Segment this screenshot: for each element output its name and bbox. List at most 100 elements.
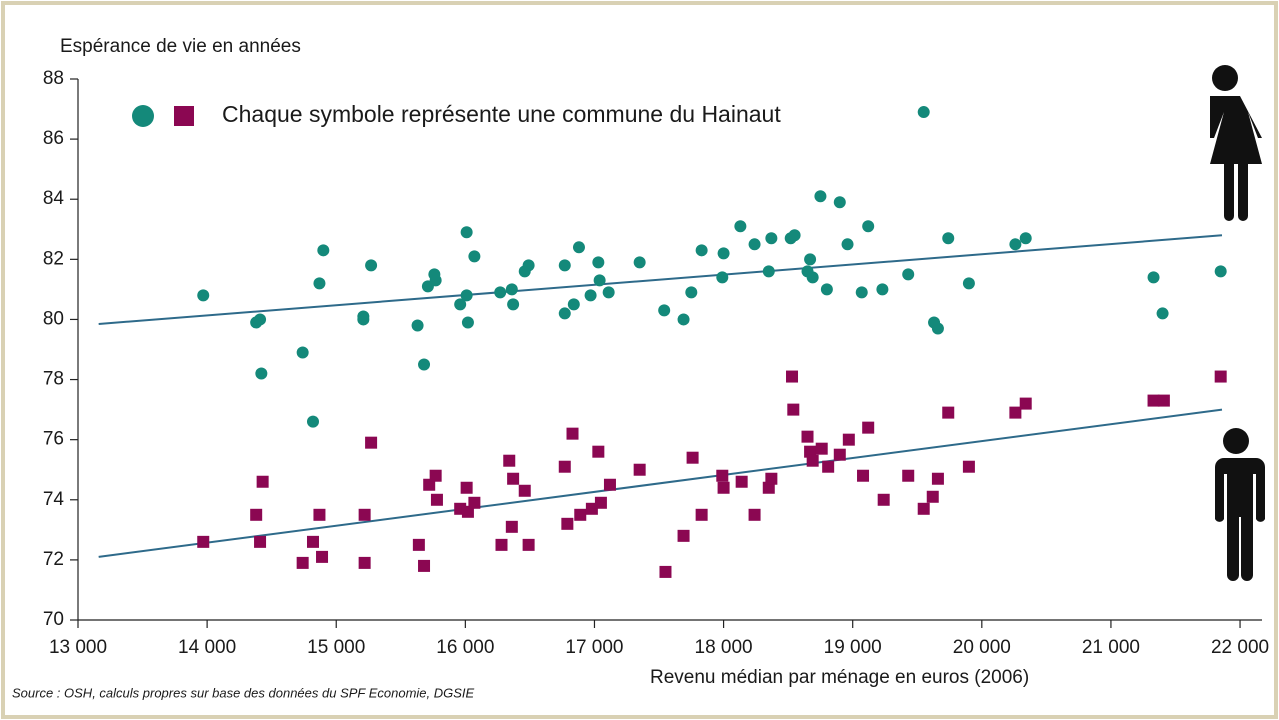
point <box>522 259 535 272</box>
point <box>748 508 761 521</box>
y-tick-label: 82 <box>43 248 64 269</box>
point <box>942 406 955 419</box>
point <box>1009 238 1022 251</box>
point <box>862 220 875 233</box>
point <box>558 259 571 272</box>
point <box>593 274 606 287</box>
point <box>602 286 615 299</box>
x-tick-label: 15 000 <box>307 637 365 658</box>
y-tick-label: 86 <box>43 128 64 149</box>
point <box>902 469 915 482</box>
x-tick-label: 20 000 <box>953 637 1011 658</box>
point <box>815 442 828 455</box>
point <box>716 469 729 482</box>
point <box>765 232 778 245</box>
point <box>748 238 761 251</box>
point <box>1214 370 1227 383</box>
point <box>306 535 319 548</box>
point <box>876 283 889 296</box>
point <box>962 277 975 290</box>
point <box>786 370 799 383</box>
point <box>762 265 775 278</box>
x-tick-label: 13 000 <box>49 637 107 658</box>
point <box>412 538 425 551</box>
point <box>503 454 516 467</box>
point <box>254 313 267 326</box>
point <box>460 289 473 302</box>
point <box>585 502 598 515</box>
legend-marker <box>132 105 154 127</box>
point <box>685 286 698 299</box>
point <box>1157 394 1170 407</box>
x-tick-label: 19 000 <box>824 637 882 658</box>
point <box>806 271 819 284</box>
point <box>418 358 431 371</box>
point <box>677 529 690 542</box>
point <box>429 274 442 287</box>
x-tick-label: 18 000 <box>695 637 753 658</box>
point <box>561 517 574 530</box>
point <box>255 367 268 380</box>
y-tick-label: 76 <box>43 429 64 450</box>
point <box>855 286 868 299</box>
point <box>1019 397 1032 410</box>
point <box>365 259 378 272</box>
point <box>296 346 309 359</box>
point <box>716 271 729 284</box>
point <box>603 478 616 491</box>
point <box>801 430 814 443</box>
point <box>734 220 747 233</box>
point <box>1214 265 1227 278</box>
point <box>857 469 870 482</box>
point <box>306 415 319 428</box>
point <box>594 496 607 509</box>
point <box>358 556 371 569</box>
point <box>962 460 975 473</box>
y-axis-title: Espérance de vie en années <box>60 36 301 57</box>
point <box>717 247 730 260</box>
point <box>917 106 930 119</box>
y-tick-label: 80 <box>43 308 64 329</box>
point <box>658 304 671 317</box>
trend-line <box>98 408 1223 558</box>
point <box>765 472 778 485</box>
point <box>926 490 939 503</box>
x-tick-label: 21 000 <box>1082 637 1140 658</box>
point <box>296 556 309 569</box>
point <box>877 493 890 506</box>
point <box>461 316 474 329</box>
point <box>256 475 269 488</box>
point <box>814 190 827 203</box>
point <box>788 229 801 242</box>
point <box>735 475 748 488</box>
trend-line <box>98 234 1223 325</box>
point <box>567 298 580 311</box>
point <box>804 445 817 458</box>
point <box>833 196 846 209</box>
point <box>357 313 370 326</box>
point <box>495 538 508 551</box>
point <box>365 436 378 449</box>
point <box>507 472 520 485</box>
point <box>633 463 646 476</box>
point <box>804 253 817 266</box>
point <box>1019 232 1032 245</box>
point <box>592 256 605 269</box>
point <box>358 508 371 521</box>
point <box>423 478 436 491</box>
point <box>695 244 708 257</box>
point <box>418 559 431 572</box>
x-axis-title: Revenu médian par ménage en euros (2006) <box>650 667 1029 688</box>
point <box>507 298 520 311</box>
point <box>316 550 329 563</box>
point <box>522 538 535 551</box>
point <box>822 460 835 473</box>
point <box>762 481 775 494</box>
source: Source : OSH, calculs propres sur base d… <box>12 685 475 700</box>
point <box>313 277 326 290</box>
point <box>717 481 730 494</box>
point <box>695 508 708 521</box>
point <box>917 502 930 515</box>
